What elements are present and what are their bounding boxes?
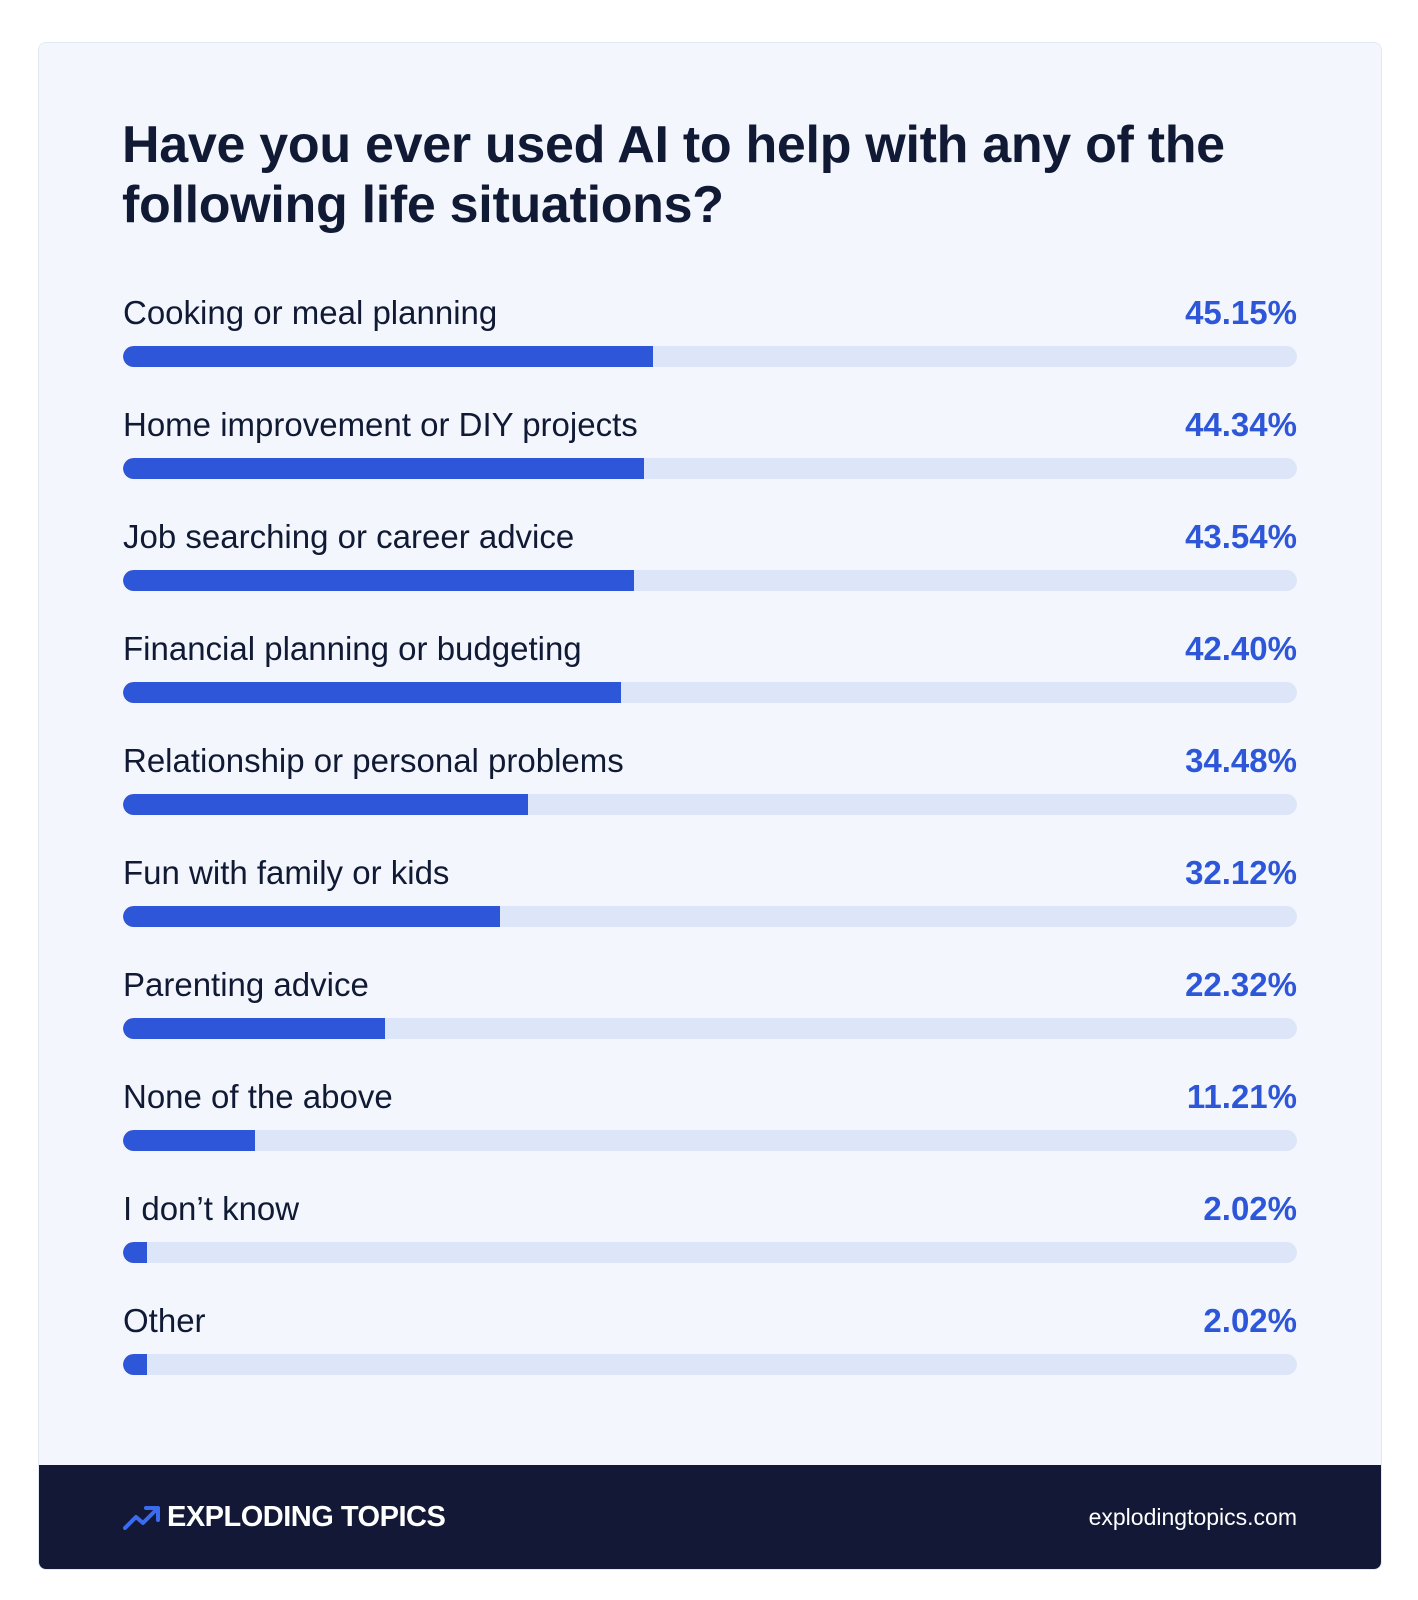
chart-card: Have you ever used AI to help with any o… (38, 42, 1382, 1570)
bar-label: I don’t know (123, 1190, 300, 1227)
bar-label: Parenting advice (123, 966, 369, 1003)
bar-value-label: 11.21% (1186, 1078, 1297, 1115)
bar-label: None of the above (123, 1078, 393, 1115)
bar-value-label: 42.40% (1185, 630, 1297, 667)
bar (123, 1354, 147, 1375)
bar-label: Cooking or meal planning (123, 294, 498, 331)
brand-logo[interactable]: EXPLODING TOPICS (123, 1501, 446, 1533)
bar-track (123, 458, 1297, 479)
bar (123, 346, 654, 367)
bar-row: I don’t know 2.02% (123, 1189, 1297, 1301)
bar-row: Fun with family or kids 32.12% (123, 853, 1297, 965)
website-link[interactable]: explodingtopics.com (1088, 1504, 1297, 1530)
bar-value-label: 2.02% (1203, 1190, 1297, 1227)
bar-value-label: 43.54% (1185, 518, 1297, 555)
bar (123, 458, 644, 479)
bar-value-label: 34.48% (1185, 742, 1297, 779)
bar (123, 682, 621, 703)
bar-track (123, 1242, 1297, 1263)
bar-value-label: 45.15% (1185, 294, 1297, 331)
bar-row: Cooking or meal planning 45.15% (123, 293, 1297, 405)
bar-track (123, 1018, 1297, 1039)
bar-row: Financial planning or budgeting 42.40% (123, 629, 1297, 741)
bar-label: Financial planning or budgeting (123, 630, 582, 667)
footer: EXPLODING TOPICS explodingtopics.com (39, 1465, 1381, 1569)
bar-row: None of the above 11.21% (123, 1077, 1297, 1189)
bar-label: Other (123, 1302, 206, 1339)
bar-row: Parenting advice 22.32% (123, 965, 1297, 1077)
bar-track (123, 346, 1297, 367)
bar-label: Relationship or personal problems (123, 742, 624, 779)
bar-row: Relationship or personal problems 34.48% (123, 741, 1297, 853)
bar-row: Job searching or career advice 43.54% (123, 517, 1297, 629)
bar (123, 794, 528, 815)
bar-label: Home improvement or DIY projects (123, 406, 638, 443)
bar (123, 570, 635, 591)
bar (123, 1130, 255, 1151)
bar-label: Job searching or career advice (123, 518, 575, 555)
brand-name: EXPLODING TOPICS (167, 1501, 446, 1533)
bar (123, 1018, 386, 1039)
bar (123, 1242, 147, 1263)
bar (123, 906, 501, 927)
bar-track (123, 1130, 1297, 1151)
bar-track (123, 682, 1297, 703)
bar-track (123, 906, 1297, 927)
bar-value-label: 44.34% (1185, 406, 1297, 443)
bar-label: Fun with family or kids (123, 854, 450, 891)
bar-value-label: 2.02% (1203, 1302, 1297, 1339)
bar-track (123, 794, 1297, 815)
bar-value-label: 32.12% (1185, 854, 1297, 891)
trending-up-arrow-icon (123, 1506, 160, 1530)
bar-value-label: 22.32% (1185, 966, 1297, 1003)
chart-title: Have you ever used AI to help with any o… (122, 116, 1225, 234)
bar-track (123, 570, 1297, 591)
bar-track (123, 1354, 1297, 1375)
bar-row: Other 2.02% (123, 1301, 1297, 1413)
bar-row: Home improvement or DIY projects 44.34% (123, 405, 1297, 517)
bar-list: Cooking or meal planning 45.15% Home impro… (123, 293, 1297, 1413)
